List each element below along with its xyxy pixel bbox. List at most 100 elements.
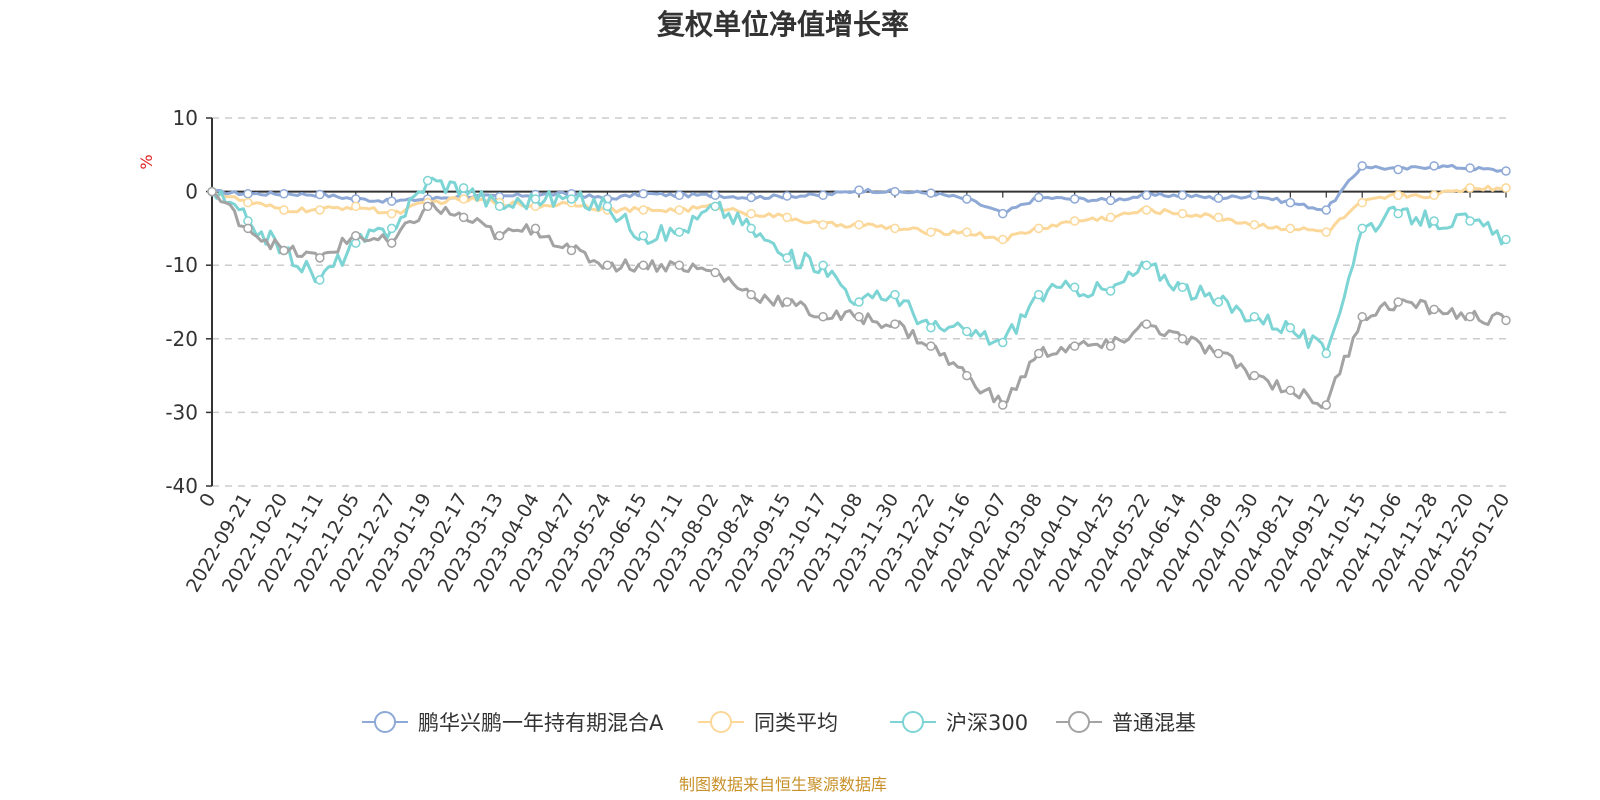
data-point (1501, 234, 1511, 245)
data-point (926, 341, 936, 351)
data-point (1429, 190, 1439, 201)
legend-item-label: 同类平均 (754, 711, 838, 735)
data-point (782, 191, 792, 201)
data-point (1285, 223, 1296, 234)
data-point (315, 189, 325, 200)
data-point (1393, 297, 1403, 307)
data-point (566, 245, 577, 256)
legend[interactable]: 鹏华兴鹏一年持有期混合A 同类平均 沪深300 普通混基 (362, 711, 1196, 735)
data-point (315, 275, 325, 285)
data-point (1141, 205, 1152, 215)
data-point (1141, 190, 1152, 201)
y-tick-label: -20 (165, 327, 198, 351)
legend-item-label: 普通混基 (1112, 711, 1196, 735)
data-point (530, 194, 541, 204)
data-point (1213, 193, 1224, 203)
data-point (818, 311, 828, 322)
data-point (1501, 166, 1511, 176)
y-axis-ticks: 10 0 -10 -20 -30 -40 (165, 106, 212, 498)
data-point (422, 175, 433, 186)
data-point (315, 253, 325, 263)
data-point (1501, 183, 1511, 193)
data-point (998, 234, 1008, 245)
data-point (1213, 212, 1224, 223)
data-point (962, 326, 972, 337)
data-point (638, 260, 649, 270)
data-point (1465, 183, 1475, 193)
data-point (1321, 348, 1332, 359)
data-point (1429, 161, 1439, 171)
legend-marker (1068, 711, 1090, 733)
data-point (602, 201, 613, 212)
data-point (1465, 311, 1475, 322)
data-point (1033, 223, 1044, 234)
data-point (315, 205, 325, 215)
data-point (1393, 164, 1403, 175)
data-point (351, 201, 361, 212)
data-point (1177, 334, 1188, 344)
data-point (1357, 161, 1367, 171)
data-point (638, 205, 649, 215)
data-point (1033, 192, 1044, 203)
data-point (1357, 223, 1367, 234)
data-point (1321, 205, 1332, 215)
legend-item-label: 鹏华兴鹏一年持有期混合A (418, 711, 664, 735)
data-point (746, 192, 756, 203)
y-tick-label: -40 (165, 474, 198, 498)
data-point (1069, 341, 1080, 351)
data-point (1393, 208, 1403, 219)
data-point (1285, 323, 1296, 333)
source-note: 制图数据来自恒生聚源数据库 (679, 775, 887, 794)
data-point (1393, 190, 1403, 201)
data-point (1321, 400, 1332, 410)
data-point (1177, 190, 1188, 201)
data-point (566, 194, 577, 204)
data-point (854, 219, 864, 230)
data-point (854, 311, 864, 322)
data-point (1141, 319, 1152, 329)
data-point (422, 201, 433, 212)
data-point (1465, 216, 1475, 226)
data-point (279, 245, 289, 256)
data-point (1321, 227, 1332, 237)
data-point (1033, 348, 1044, 359)
data-point (602, 260, 613, 270)
data-point (1285, 385, 1296, 396)
data-point (1249, 370, 1260, 381)
y-tick-label: -10 (165, 253, 198, 277)
y-tick-label: -30 (165, 400, 198, 424)
data-point (458, 183, 469, 193)
x-axis-ticks: 02022-09-212022-10-202022-11-112022-12-0… (182, 191, 1514, 596)
data-point (854, 297, 864, 307)
data-point (1249, 311, 1260, 322)
chart-title: 复权单位净值增长率 (657, 8, 909, 41)
data-point (243, 223, 253, 234)
x-tick-label: 0 (195, 490, 220, 511)
data-point (1069, 282, 1080, 293)
data-point (1105, 341, 1116, 351)
data-point (890, 319, 900, 329)
legend-marker (902, 711, 924, 733)
data-point (818, 190, 828, 201)
data-point (746, 208, 756, 219)
data-point (890, 186, 900, 197)
data-point (243, 189, 253, 199)
data-point (926, 227, 936, 237)
data-point (1105, 286, 1116, 296)
data-point (710, 201, 720, 212)
data-point (458, 194, 469, 204)
data-point (962, 370, 972, 381)
data-point (782, 212, 792, 223)
data-point (818, 260, 828, 270)
data-point (746, 289, 756, 300)
data-point (998, 337, 1008, 348)
data-point (458, 212, 469, 223)
data-point (1429, 304, 1439, 315)
data-point (962, 194, 972, 204)
data-point (710, 267, 720, 278)
data-point (530, 223, 541, 234)
data-point (818, 219, 828, 230)
data-point (1105, 212, 1116, 223)
y-axis-unit: % (137, 154, 156, 169)
data-point (1249, 219, 1260, 230)
